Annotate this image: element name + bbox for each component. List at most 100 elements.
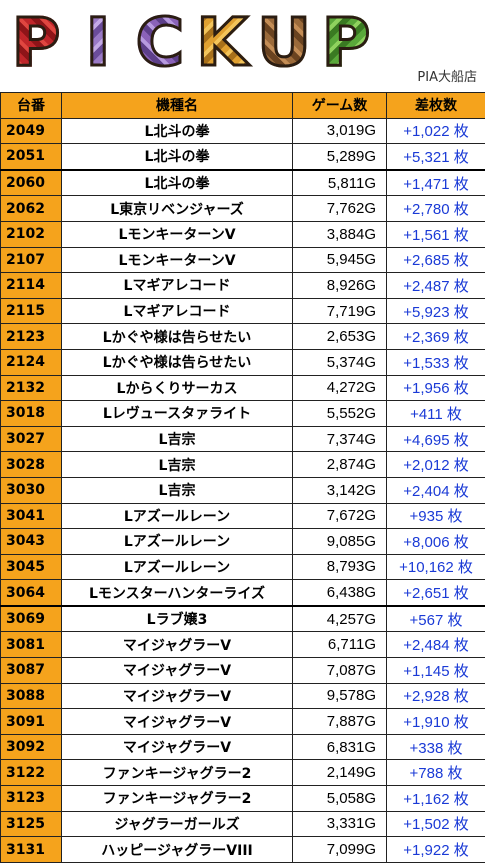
logo-letter-c: C — [130, 6, 190, 80]
header-machine-no: 台番 — [1, 93, 62, 119]
coin-diff-cell: +2,484 枚 — [387, 632, 485, 658]
game-count-cell: 2,149G — [293, 760, 387, 786]
coin-diff-cell: +5,321 枚 — [387, 144, 485, 170]
machine-name-cell: L北斗の拳 — [62, 170, 293, 196]
machine-name-cell: L北斗の拳 — [62, 118, 293, 144]
game-count-cell: 5,811G — [293, 170, 387, 196]
game-count-cell: 2,874G — [293, 452, 387, 478]
game-count-cell: 8,926G — [293, 273, 387, 299]
machine-name-cell: Lアズールレーン — [62, 554, 293, 580]
machine-no-cell: 3045 — [1, 554, 62, 580]
machine-name-cell: Lアズールレーン — [62, 503, 293, 529]
machine-no-cell: 3125 — [1, 811, 62, 837]
coin-diff-cell: +411 枚 — [387, 401, 485, 427]
machine-no-cell: 2123 — [1, 324, 62, 350]
game-count-cell: 2,653G — [293, 324, 387, 350]
coin-diff-cell: +1,502 枚 — [387, 811, 485, 837]
machine-name-cell: ファンキージャグラー2 — [62, 760, 293, 786]
machine-no-cell: 3122 — [1, 760, 62, 786]
machine-name-cell: マイジャグラーV — [62, 709, 293, 735]
machine-name-cell: L吉宗 — [62, 452, 293, 478]
machine-name-cell: ハッピージャグラーVIII — [62, 837, 293, 863]
machine-name-cell: Lかぐや様は告らせたい — [62, 324, 293, 350]
header-machine-name: 機種名 — [62, 93, 293, 119]
machine-no-cell: 3081 — [1, 632, 62, 658]
coin-diff-cell: +4,695 枚 — [387, 426, 485, 452]
game-count-cell: 7,719G — [293, 298, 387, 324]
game-count-cell: 8,793G — [293, 554, 387, 580]
game-count-cell: 5,289G — [293, 144, 387, 170]
coin-diff-cell: +338 枚 — [387, 734, 485, 760]
coin-diff-cell: +8,006 枚 — [387, 529, 485, 555]
machine-name-cell: マイジャグラーV — [62, 658, 293, 684]
machine-no-cell: 2060 — [1, 170, 62, 196]
machine-name-cell: ファンキージャグラー2 — [62, 786, 293, 812]
machine-no-cell: 3131 — [1, 837, 62, 863]
machine-no-cell: 2062 — [1, 196, 62, 222]
game-count-cell: 3,884G — [293, 221, 387, 247]
machine-no-cell: 2132 — [1, 375, 62, 401]
game-count-cell: 3,142G — [293, 477, 387, 503]
machine-name-cell: L北斗の拳 — [62, 144, 293, 170]
machine-no-cell: 3064 — [1, 580, 62, 606]
coin-diff-cell: +2,651 枚 — [387, 580, 485, 606]
header-game-count: ゲーム数 — [293, 93, 387, 119]
coin-diff-cell: +2,012 枚 — [387, 452, 485, 478]
coin-diff-cell: +5,923 枚 — [387, 298, 485, 324]
logo-letter-i: I — [68, 6, 128, 80]
game-count-cell: 7,099G — [293, 837, 387, 863]
pickup-logo: P I C K U P — [6, 6, 376, 80]
machine-name-cell: LモンキーターンV — [62, 247, 293, 273]
machine-no-cell: 2102 — [1, 221, 62, 247]
logo-letter-k: K — [192, 6, 252, 80]
game-count-cell: 7,374G — [293, 426, 387, 452]
coin-diff-cell: +1,145 枚 — [387, 658, 485, 684]
game-count-cell: 9,085G — [293, 529, 387, 555]
machine-name-cell: Lアズールレーン — [62, 529, 293, 555]
game-count-cell: 7,672G — [293, 503, 387, 529]
coin-diff-cell: +2,685 枚 — [387, 247, 485, 273]
coin-diff-cell: +935 枚 — [387, 503, 485, 529]
game-count-cell: 7,762G — [293, 196, 387, 222]
table-header-row: 台番 機種名 ゲーム数 差枚数 — [1, 93, 485, 119]
coin-diff-cell: +10,162 枚 — [387, 554, 485, 580]
machine-name-cell: Lラブ嬢3 — [62, 606, 293, 632]
machine-name-cell: Lかぐや様は告らせたい — [62, 349, 293, 375]
machine-no-cell: 2051 — [1, 144, 62, 170]
machine-name-cell: マイジャグラーV — [62, 683, 293, 709]
machine-name-cell: L東京リベンジャーズ — [62, 196, 293, 222]
machine-no-cell: 3087 — [1, 658, 62, 684]
coin-diff-cell: +567 枚 — [387, 606, 485, 632]
coin-diff-cell: +1,561 枚 — [387, 221, 485, 247]
game-count-cell: 3,019G — [293, 118, 387, 144]
logo-letter-u: U — [254, 6, 314, 80]
machine-no-cell: 3123 — [1, 786, 62, 812]
machine-no-cell: 3030 — [1, 477, 62, 503]
machine-name-cell: マイジャグラーV — [62, 632, 293, 658]
machine-no-cell: 2124 — [1, 349, 62, 375]
game-count-cell: 7,087G — [293, 658, 387, 684]
machine-no-cell: 3091 — [1, 709, 62, 735]
game-count-cell: 7,887G — [293, 709, 387, 735]
game-count-cell: 5,945G — [293, 247, 387, 273]
